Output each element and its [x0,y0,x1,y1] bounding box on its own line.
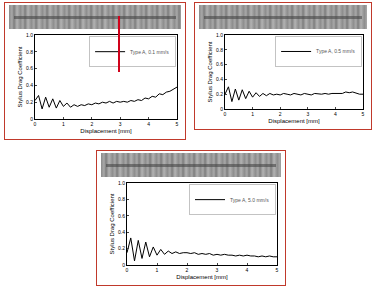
svg-text:4: 4 [334,111,337,117]
svg-text:3: 3 [306,111,309,117]
svg-text:2: 2 [90,121,93,127]
svg-text:5: 5 [176,121,179,127]
svg-text:Displacement [mm]: Displacement [mm] [176,274,228,280]
svg-text:0.2: 0.2 [216,91,223,97]
svg-text:3: 3 [119,121,122,127]
svg-text:1: 1 [251,111,254,117]
svg-text:1: 1 [62,121,65,127]
svg-text:0.8: 0.8 [118,196,125,202]
svg-text:1.0: 1.0 [118,180,125,186]
svg-text:1.0: 1.0 [216,32,223,38]
svg-text:Stylus Drag Coefficient: Stylus Drag Coefficient [207,41,213,102]
svg-text:0: 0 [30,116,33,122]
svg-text:Displacement [mm]: Displacement [mm] [80,128,132,134]
svg-text:0: 0 [220,106,223,112]
svg-text:Type A, 0.5 mm/s: Type A, 0.5 mm/s [316,48,355,54]
svg-text:5: 5 [276,267,279,273]
svg-text:0.8: 0.8 [216,47,223,53]
svg-text:0.4: 0.4 [216,76,223,82]
svg-text:3: 3 [216,267,219,273]
svg-text:0: 0 [122,262,125,268]
svg-text:0.6: 0.6 [216,61,223,67]
svg-text:Displacement [mm]: Displacement [mm] [268,118,320,124]
svg-text:0.2: 0.2 [118,245,125,251]
svg-text:4: 4 [246,267,249,273]
svg-text:0.4: 0.4 [26,82,33,88]
svg-text:Type A, 0.1 mm/s: Type A, 0.1 mm/s [130,49,169,55]
svg-text:0: 0 [126,267,129,273]
svg-text:0.8: 0.8 [26,49,33,55]
svg-text:0.6: 0.6 [118,213,125,219]
svg-text:5: 5 [362,111,365,117]
svg-text:Stylus Drag Coefficient: Stylus Drag Coefficient [17,46,23,107]
svg-text:0: 0 [34,121,37,127]
svg-text:Stylus Drag Coefficient: Stylus Drag Coefficient [109,193,115,254]
svg-text:2: 2 [186,267,189,273]
svg-text:4: 4 [147,121,150,127]
svg-text:0.4: 0.4 [118,229,125,235]
svg-text:1.0: 1.0 [26,32,33,38]
svg-text:0.2: 0.2 [26,99,33,105]
svg-text:Type A, 5.0 mm/s: Type A, 5.0 mm/s [230,197,269,203]
svg-text:2: 2 [279,111,282,117]
svg-text:0.6: 0.6 [26,65,33,71]
svg-text:0: 0 [224,111,227,117]
svg-text:1: 1 [156,267,159,273]
